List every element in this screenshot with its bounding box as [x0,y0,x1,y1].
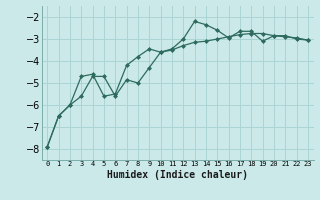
X-axis label: Humidex (Indice chaleur): Humidex (Indice chaleur) [107,170,248,180]
